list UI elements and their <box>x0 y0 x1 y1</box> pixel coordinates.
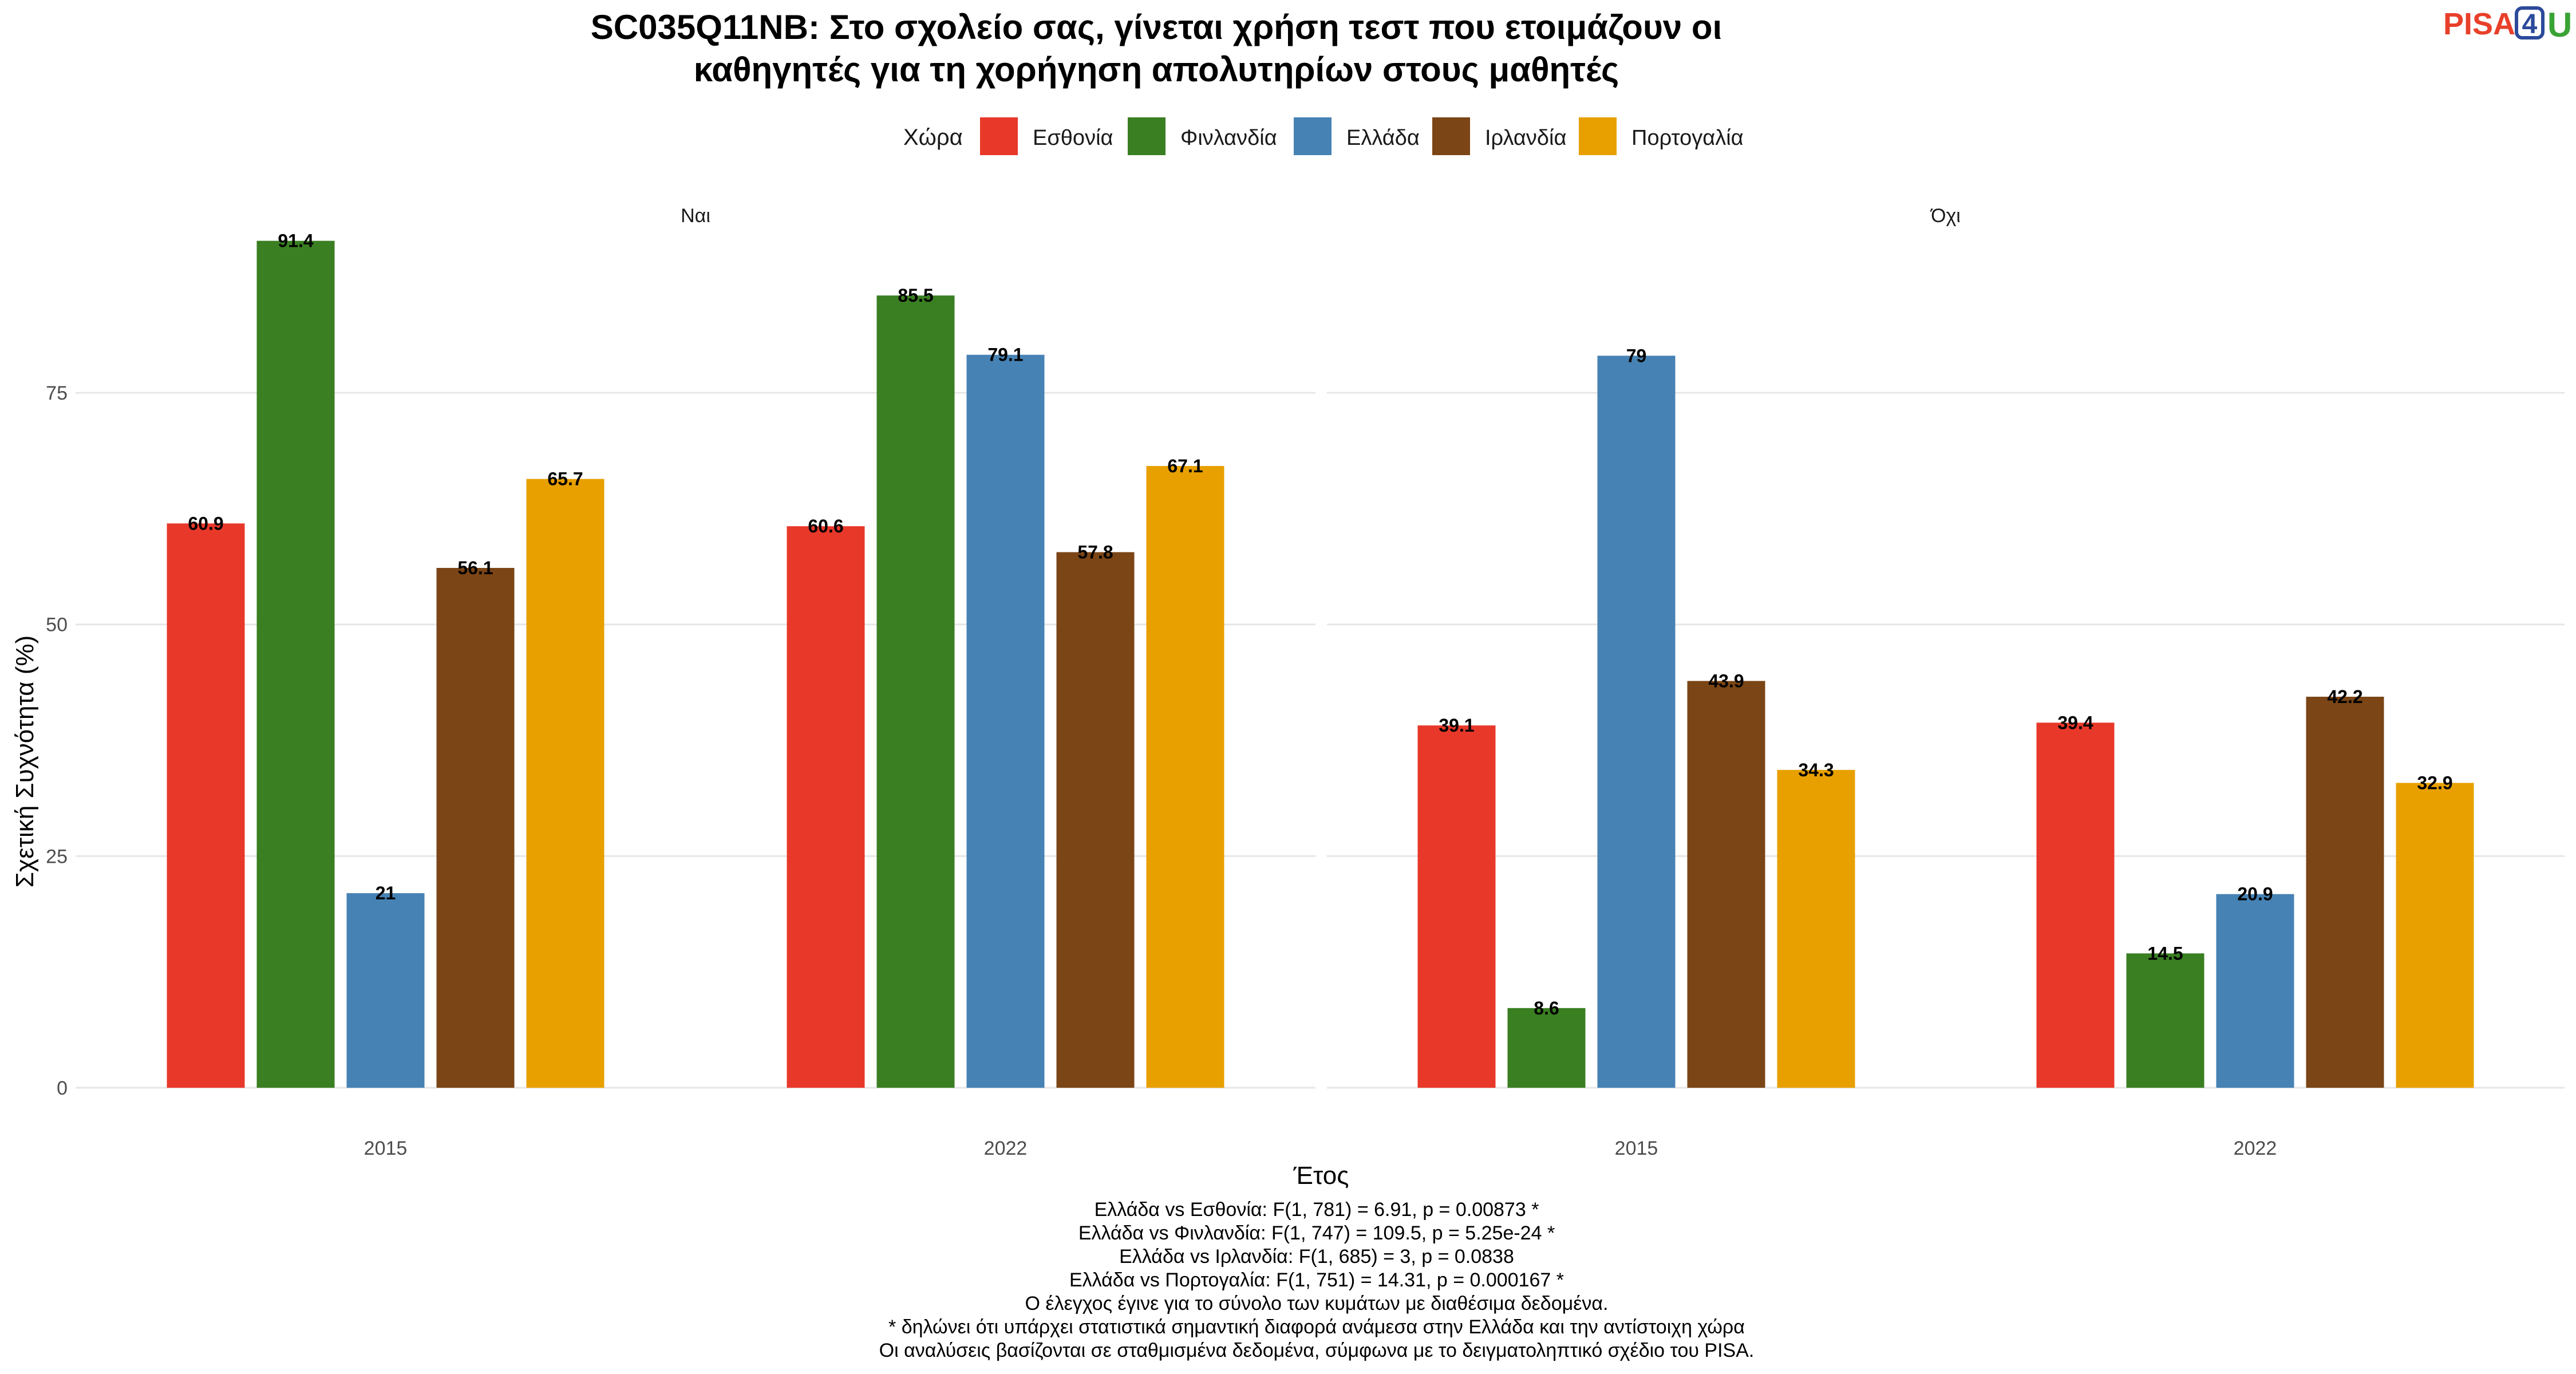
plot-panels: Ναι 60.9 91.4 21 56.1 65.7 2015 60.6 85.5 79.1 57.… <box>46 205 2565 1159</box>
caption-line-2: Ελλάδα vs Φινλανδία: F(1, 747) = 109.5, … <box>1078 1222 1555 1244</box>
caption-line-7: Οι αναλύσεις βασίζονται σε σταθμισμένα δ… <box>879 1340 1755 1361</box>
x-tick-label: 2015 <box>1615 1138 1658 1159</box>
bar-value-label: 42.2 <box>2327 686 2362 707</box>
bar-value-label: 20.9 <box>2237 884 2273 905</box>
legend-label-3: Ελλάδα <box>1346 126 1420 150</box>
bar <box>436 567 515 1088</box>
bar <box>2126 953 2204 1088</box>
caption-line-5: Ο έλεγχος έγινε για το σύνολο των κυμάτω… <box>1025 1293 1609 1314</box>
bar <box>1687 681 1765 1088</box>
bar-value-label: 60.6 <box>808 516 843 536</box>
bar <box>966 354 1045 1088</box>
y-axis-title: Σχετική Συχνότητα (%) <box>11 635 39 888</box>
caption-line-6: * δηλώνει ότι υπάρχει στατιστικά σημαντι… <box>888 1316 1745 1338</box>
bar <box>787 526 865 1088</box>
bar-value-label: 56.1 <box>457 558 493 578</box>
bar-value-label: 79.1 <box>987 345 1023 365</box>
x-tick-label: 2022 <box>2234 1138 2277 1159</box>
bar-value-label: 39.4 <box>2057 712 2093 733</box>
pisa4u-logo: PISA 4 U <box>2443 6 2572 44</box>
bar <box>876 295 955 1088</box>
bar <box>2396 783 2474 1088</box>
legend-key-1 <box>980 117 1018 155</box>
bar-value-label: 39.1 <box>1439 715 1474 736</box>
logo-pisa-text: PISA <box>2443 7 2515 41</box>
legend: Χώρα Εσθονία Φινλανδία Ελλάδα Ιρλανδία Πορτο… <box>903 117 1744 155</box>
caption-line-3: Ελλάδα vs Ιρλανδία: F(1, 685) = 3, p = 0… <box>1119 1246 1514 1268</box>
bar <box>346 893 425 1088</box>
bar-value-label: 34.3 <box>1798 760 1834 780</box>
bar <box>2036 722 2115 1088</box>
chart-title-line-2: καθηγητές για τη χορήγηση απολυτηρίων στ… <box>694 50 1619 89</box>
bar <box>1507 1008 1586 1088</box>
y-tick-label: 75 <box>46 382 68 404</box>
logo-four-text: 4 <box>2522 9 2538 40</box>
legend-title: Χώρα <box>903 125 963 150</box>
bar-value-label: 14.5 <box>2147 943 2183 964</box>
y-tick-label: 0 <box>57 1077 68 1099</box>
bar <box>167 523 245 1088</box>
caption-line-1: Ελλάδα vs Εσθονία: F(1, 781) = 6.91, p =… <box>1095 1199 1539 1221</box>
bar-value-label: 8.6 <box>1534 998 1559 1018</box>
bar <box>1777 769 1855 1088</box>
bar-value-label: 57.8 <box>1077 542 1113 562</box>
legend-key-3 <box>1294 117 1332 155</box>
x-axis-title: Έτος <box>1293 1162 1349 1190</box>
bar-value-label: 91.4 <box>278 231 313 251</box>
legend-label-1: Εσθονία <box>1033 126 1113 150</box>
bar-value-label: 60.9 <box>188 513 223 534</box>
panel-1: Ναι 60.9 91.4 21 56.1 65.7 2015 60.6 85.5 79.1 57.… <box>76 205 1315 1159</box>
logo-four-box <box>2515 6 2545 40</box>
bar <box>1597 356 1676 1088</box>
logo-u-text: U <box>2547 6 2572 44</box>
legend-label-2: Φινλανδία <box>1180 126 1277 150</box>
bar-value-label: 65.7 <box>547 469 583 489</box>
caption-line-4: Ελλάδα vs Πορτογαλία: F(1, 751) = 14.31,… <box>1069 1269 1564 1291</box>
facet-label: Όχι <box>1930 205 1961 227</box>
bar <box>1146 465 1224 1088</box>
bar-value-label: 67.1 <box>1167 456 1203 476</box>
panel-2: Όχι 39.1 8.6 79 43.9 34.3 2015 39.4 14.5 20.9 42.2… <box>1327 205 2565 1159</box>
x-tick-label: 2015 <box>364 1138 408 1159</box>
caption: Ελλάδα vs Εσθονία: F(1, 781) = 6.91, p =… <box>879 1199 1755 1361</box>
bar <box>1417 725 1496 1088</box>
legend-key-4 <box>1432 117 1470 155</box>
chart-title-line-1: SC035Q11NB: Στο σχολείο σας, γίνεται χρή… <box>591 8 1722 46</box>
legend-label-5: Πορτογαλία <box>1631 126 1744 150</box>
bar <box>1056 552 1135 1088</box>
bar <box>256 240 335 1088</box>
bar <box>526 479 605 1088</box>
legend-key-5 <box>1579 117 1617 155</box>
bar <box>2216 894 2294 1088</box>
bar-value-label: 79 <box>1626 345 1647 366</box>
facet-label: Ναι <box>681 205 710 227</box>
legend-key-2 <box>1128 117 1165 155</box>
y-tick-label: 50 <box>46 614 68 636</box>
legend-label-4: Ιρλανδία <box>1485 126 1566 150</box>
bar-value-label: 32.9 <box>2417 772 2452 793</box>
bar-value-label: 43.9 <box>1708 670 1744 691</box>
x-tick-label: 2022 <box>984 1138 1028 1159</box>
bar-value-label: 21 <box>376 883 396 903</box>
bar <box>2306 696 2384 1088</box>
bar-value-label: 85.5 <box>898 285 933 306</box>
y-tick-label: 25 <box>46 846 68 867</box>
